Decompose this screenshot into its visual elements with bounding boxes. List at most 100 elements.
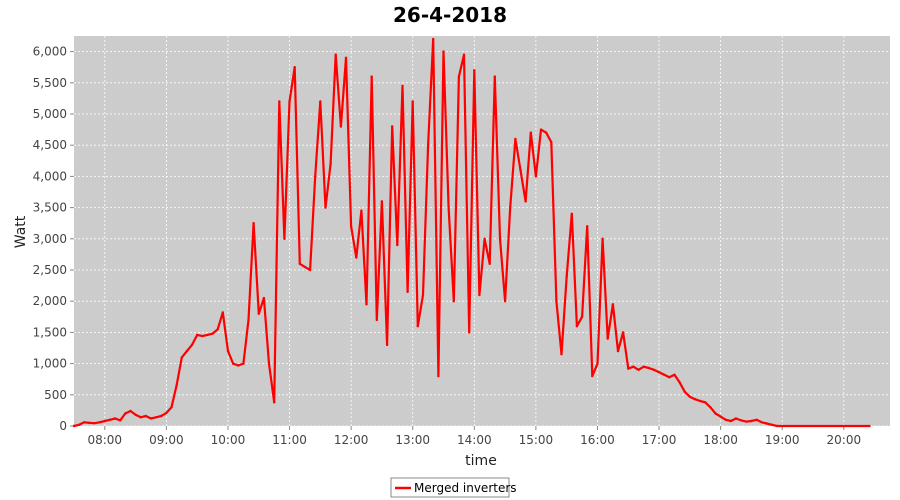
data-point: [452, 300, 455, 303]
data-point: [339, 125, 343, 128]
data-point: [196, 333, 199, 337]
x-tick-label: 14:00: [457, 433, 492, 447]
data-point: [396, 243, 399, 247]
data-point: [380, 200, 384, 203]
data-point: [314, 175, 317, 178]
data-point: [750, 419, 753, 423]
x-tick-label: 18:00: [703, 433, 738, 447]
data-point: [298, 262, 301, 265]
data-point: [663, 373, 666, 376]
data-point: [113, 417, 117, 420]
data-point: [652, 368, 656, 371]
legend-label: Merged inverters: [414, 481, 517, 495]
data-point: [719, 415, 722, 418]
x-tick-label: 15:00: [519, 433, 554, 447]
data-point: [534, 175, 538, 178]
data-point: [524, 200, 527, 203]
x-tick-label: 20:00: [827, 433, 862, 447]
data-point: [134, 413, 137, 416]
data-point: [668, 376, 671, 379]
data-point: [519, 169, 522, 172]
data-point: [575, 325, 579, 328]
y-tick-label: 4,000: [33, 169, 67, 183]
data-point: [642, 365, 645, 368]
data-point: [442, 50, 445, 53]
x-tick-label: 13:00: [395, 433, 430, 447]
y-tick-label: 3,500: [33, 201, 67, 215]
data-point: [303, 265, 307, 269]
data-point: [586, 225, 589, 228]
data-point: [278, 100, 281, 103]
y-tick-label: 3,000: [33, 232, 67, 246]
plot-area: [74, 36, 890, 426]
data-point: [185, 349, 189, 353]
data-point: [468, 331, 471, 334]
data-point: [360, 209, 363, 212]
y-tick-label: 1,500: [33, 325, 67, 339]
data-point: [775, 424, 779, 428]
data-point: [729, 419, 733, 423]
data-point: [416, 325, 419, 328]
data-point: [324, 206, 327, 209]
data-point: [334, 53, 337, 56]
data-point: [693, 398, 697, 401]
data-point: [457, 75, 461, 78]
y-tick-label: 4,500: [33, 138, 67, 152]
x-axis: 08:00 09:00 10:00 11:00 12:00 13:00 14:00 15:00…: [87, 426, 861, 447]
series-points: [72, 37, 871, 428]
data-point: [688, 395, 691, 398]
x-tick-label: 19:00: [765, 433, 800, 447]
x-tick-label: 11:00: [272, 433, 307, 447]
data-point: [514, 137, 517, 141]
data-point: [247, 318, 250, 322]
data-point: [509, 206, 512, 209]
data-point: [760, 421, 763, 424]
y-axis: 0 500 1,000 1,500 2,000 2,500 3,000 3,500 4,000 4…: [33, 45, 74, 433]
data-point: [283, 237, 286, 240]
chart-title: 26-4-2018: [393, 3, 507, 27]
data-point: [149, 417, 153, 420]
data-point: [462, 53, 466, 56]
data-point: [72, 424, 76, 428]
y-tick-label: 5,000: [33, 107, 67, 121]
data-point: [560, 353, 563, 356]
y-tick-label: 1,000: [33, 357, 67, 371]
data-point: [868, 424, 871, 428]
data-point: [627, 367, 630, 370]
data-point: [129, 409, 132, 413]
data-point: [596, 362, 599, 365]
data-point: [503, 300, 507, 303]
data-point: [683, 390, 686, 393]
data-point: [698, 399, 702, 403]
data-point: [401, 84, 404, 88]
x-tick-label: 16:00: [580, 433, 615, 447]
data-point: [678, 381, 681, 384]
y-tick-label: 2,500: [33, 263, 67, 277]
y-tick-label: 2,000: [33, 294, 67, 308]
legend-box: [390, 477, 510, 498]
data-point: [673, 373, 676, 376]
data-point: [257, 312, 260, 315]
data-point: [616, 349, 620, 353]
data-point: [88, 421, 91, 425]
data-point: [555, 300, 558, 303]
data-point: [580, 315, 584, 318]
data-point: [375, 318, 378, 322]
data-point: [606, 337, 609, 340]
data-point: [165, 411, 168, 415]
data-point: [591, 374, 594, 378]
data-point: [211, 332, 214, 335]
data-point: [545, 131, 548, 134]
data-point: [529, 131, 532, 134]
data-point: [370, 75, 373, 78]
data-point: [237, 364, 240, 367]
data-point: [647, 366, 650, 370]
data-point: [139, 416, 142, 419]
y-tick-label: 5,500: [33, 76, 67, 90]
data-point: [308, 268, 312, 272]
data-point: [755, 418, 758, 421]
data-point: [601, 237, 604, 240]
data-point: [740, 419, 743, 422]
data-point: [493, 75, 496, 78]
